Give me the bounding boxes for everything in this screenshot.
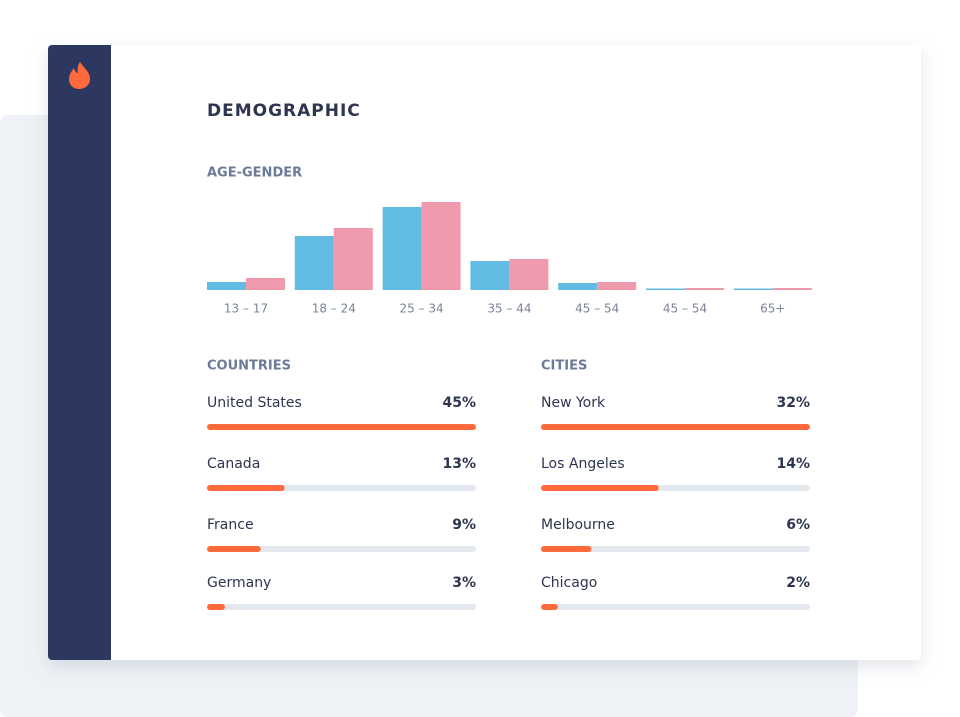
- x-tick-label: 45 – 54: [663, 302, 707, 316]
- item-value: 2%: [786, 575, 810, 591]
- card: [48, 45, 921, 660]
- item-name: Chicago: [541, 575, 597, 591]
- logo[interactable]: [69, 62, 90, 89]
- item-name: Canada: [207, 456, 260, 472]
- item-name: United States: [207, 395, 302, 411]
- bar: [382, 207, 422, 290]
- bar: [333, 228, 373, 290]
- item-name: Germany: [207, 575, 271, 591]
- x-tick-label: 18 – 24: [312, 302, 356, 316]
- item-name: Melbourne: [541, 517, 615, 533]
- progress-bar: [207, 485, 285, 491]
- bar: [246, 278, 285, 290]
- bar: [421, 202, 461, 290]
- progress-bar: [207, 604, 225, 610]
- progress-bar: [541, 604, 558, 610]
- bar: [294, 236, 334, 290]
- x-tick-label: 35 – 44: [487, 302, 531, 316]
- progress-bar: [207, 424, 476, 430]
- progress-track: [207, 604, 476, 610]
- bar: [597, 282, 637, 290]
- x-tick-label: 13 – 17: [224, 302, 268, 316]
- x-tick-label: 25 – 34: [400, 302, 444, 316]
- progress-track: [541, 546, 810, 552]
- sidebar: [48, 45, 111, 660]
- item-value: 14%: [776, 456, 810, 472]
- progress-bar: [207, 546, 261, 552]
- bar: [733, 288, 773, 290]
- item-value: 3%: [452, 575, 476, 591]
- bar: [207, 282, 246, 290]
- bar: [558, 283, 598, 290]
- chart-title: AGE-GENDER: [207, 166, 302, 181]
- item-name: New York: [541, 395, 606, 411]
- progress-bar: [541, 546, 592, 552]
- item-value: 6%: [786, 517, 810, 533]
- item-value: 32%: [776, 395, 810, 411]
- bar: [685, 288, 724, 290]
- item-name: Los Angeles: [541, 456, 625, 472]
- bar: [509, 259, 549, 290]
- x-tick-label: 65+: [760, 302, 785, 316]
- lists: COUNTRIES United States 45% Canada 13% France…: [207, 359, 810, 610]
- bar: [772, 288, 812, 290]
- progress-bar: [541, 485, 659, 491]
- bar: [646, 288, 685, 290]
- item-value: 13%: [442, 456, 476, 472]
- item-value: 9%: [452, 517, 476, 533]
- item-value: 45%: [442, 395, 476, 411]
- section-title: COUNTRIES: [207, 359, 291, 374]
- section-title: CITIES: [541, 359, 587, 374]
- progress-track: [541, 604, 810, 610]
- age-gender-chart: 13 – 17 18 – 24 25 – 34 35 – 44 45 – 54 45 – …: [207, 202, 812, 316]
- progress-track: [207, 546, 476, 552]
- page-title: DEMOGRAPHIC: [207, 101, 361, 121]
- progress-bar: [541, 424, 810, 430]
- x-tick-label: 45 – 54: [575, 302, 619, 316]
- bar: [470, 261, 510, 290]
- item-name: France: [207, 517, 254, 533]
